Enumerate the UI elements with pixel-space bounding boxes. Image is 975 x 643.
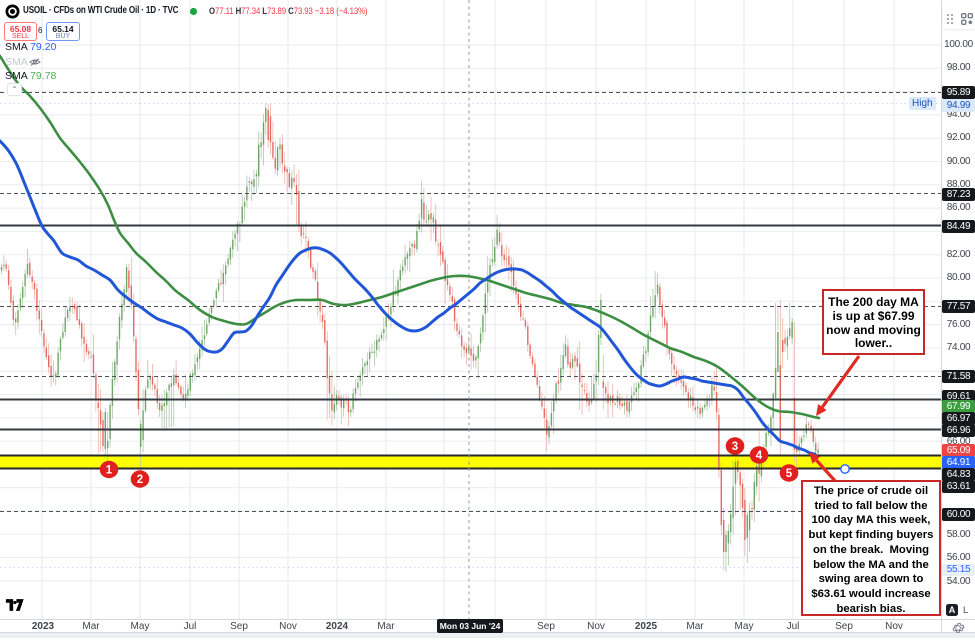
svg-text:3: 3 (732, 441, 738, 453)
svg-text:5: 5 (786, 468, 793, 480)
svg-text:4: 4 (756, 450, 763, 462)
svg-text:1: 1 (106, 464, 113, 476)
svg-text:2: 2 (137, 474, 143, 486)
